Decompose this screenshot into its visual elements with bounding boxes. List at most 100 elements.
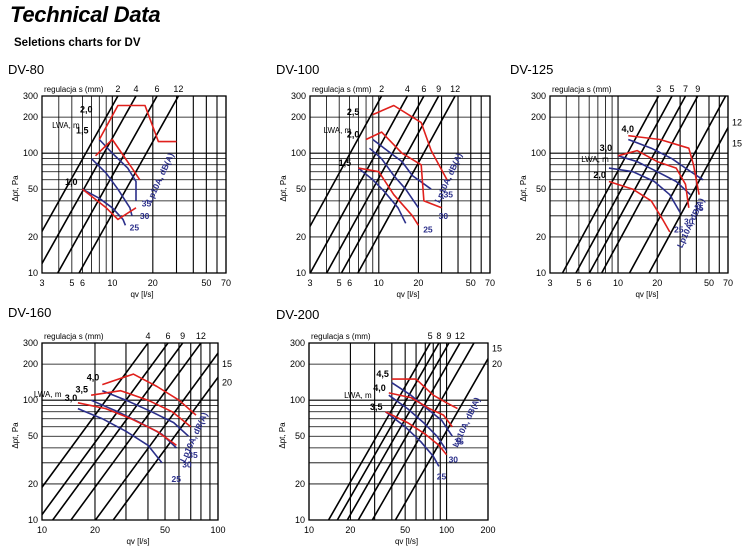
lp-value-label: 35 xyxy=(694,203,704,213)
x-tick-label: 70 xyxy=(723,278,733,288)
x-tick-label: 50 xyxy=(160,525,170,535)
x-tick-label: 20 xyxy=(413,278,423,288)
lp-curve xyxy=(385,411,440,467)
setting-line xyxy=(371,343,475,520)
lwa-label: LWA, m xyxy=(581,155,609,164)
x-tick-label: 3 xyxy=(307,278,312,288)
lp-value-label: 25 xyxy=(437,472,447,482)
setting-value-label: 12 xyxy=(196,331,206,341)
y-tick-label: 50 xyxy=(28,184,38,194)
lp-value-label: 30 xyxy=(449,454,459,464)
lwa-value-label: 3,0 xyxy=(600,143,613,153)
setting-value-label: 12 xyxy=(173,84,183,94)
lp-value-label: 25 xyxy=(423,225,433,235)
plot-frame xyxy=(309,95,491,274)
x-axis-label: qv [l/s] xyxy=(396,290,419,299)
y-tick-label: 10 xyxy=(28,268,38,278)
x-tick-label: 3 xyxy=(39,278,44,288)
setting-value-label: 15 xyxy=(222,359,232,369)
lwa-curve xyxy=(98,104,177,143)
plot-frame xyxy=(549,95,729,274)
y-tick-label: 20 xyxy=(536,232,546,242)
setting-label: regulacja s (mm) xyxy=(311,332,371,341)
lp-curve xyxy=(628,138,704,181)
setting-line xyxy=(325,96,425,273)
lwa-curve xyxy=(82,188,137,221)
y-tick-label: 100 xyxy=(23,148,38,158)
lwa-value-label: 1,5 xyxy=(339,158,352,168)
y-tick-label: 100 xyxy=(23,395,38,405)
y-tick-label: 300 xyxy=(23,91,38,101)
lp-value-label: 35 xyxy=(188,450,198,460)
lp-curve xyxy=(102,389,190,437)
lp-axis-label: Lp10A, dB(A) xyxy=(144,151,176,204)
setting-lines xyxy=(310,96,457,273)
lwa-value-label: 4,0 xyxy=(373,383,386,393)
chart-title-dv125: DV-125 xyxy=(510,62,554,77)
setting-value-label: 7 xyxy=(683,84,688,94)
lwa-curve xyxy=(90,389,192,428)
setting-value-label: 4 xyxy=(405,84,410,94)
lp-curve xyxy=(617,155,691,196)
setting-value-label: 5 xyxy=(670,84,675,94)
lwa-value-label: 2,0 xyxy=(347,130,360,140)
lwa-curve xyxy=(77,402,177,446)
setting-line xyxy=(310,96,409,273)
lwa-label: LWA, m xyxy=(344,391,372,400)
x-axis-label: qv [l/s] xyxy=(126,537,149,546)
plot-frame xyxy=(41,95,227,274)
y-tick-label: 20 xyxy=(28,479,38,489)
lwa-curve xyxy=(358,167,420,226)
page-title: Technical Data xyxy=(10,2,161,27)
setting-value-label: 20 xyxy=(492,359,502,369)
x-tick-label: 50 xyxy=(466,278,476,288)
x-tick-label: 70 xyxy=(485,278,495,288)
x-tick-label: 100 xyxy=(210,525,225,535)
lp-curve xyxy=(388,394,448,451)
setting-line xyxy=(94,351,218,520)
lp-axis-label: Lp10A, dB(A) xyxy=(675,196,707,249)
lp-value-label: 25 xyxy=(130,222,140,232)
y-tick-label: 300 xyxy=(291,91,306,101)
lp-value-label: 30 xyxy=(140,211,150,221)
y-axis-label: Δpt, Pa xyxy=(11,422,20,449)
y-tick-label: 50 xyxy=(28,431,38,441)
setting-line xyxy=(310,96,383,229)
chart-title-dv200: DV-200 xyxy=(276,307,320,322)
lp-value-label: 30 xyxy=(439,211,449,221)
lp-curve xyxy=(608,167,681,213)
setting-value-label: 4 xyxy=(134,84,139,94)
lp-curve xyxy=(368,147,420,209)
y-tick-label: 50 xyxy=(295,431,305,441)
lwa-value-label: 1,0 xyxy=(65,177,78,187)
setting-label: regulacja s (mm) xyxy=(44,85,104,94)
setting-label: regulacja s (mm) xyxy=(44,332,104,341)
y-tick-label: 50 xyxy=(296,184,306,194)
lp-axis-label: Lp10A, dB(A) xyxy=(450,396,482,449)
x-tick-label: 70 xyxy=(221,278,231,288)
setting-value-label: 15 xyxy=(492,343,502,353)
setting-lines xyxy=(42,343,218,520)
y-tick-label: 50 xyxy=(536,184,546,194)
lwa-curve xyxy=(94,138,141,181)
setting-value-label: 3 xyxy=(656,84,661,94)
y-tick-label: 200 xyxy=(23,112,38,122)
y-tick-label: 200 xyxy=(23,359,38,369)
setting-line xyxy=(42,343,149,489)
setting-line xyxy=(42,343,170,516)
lwa-curve xyxy=(617,149,690,208)
setting-label: regulacja s (mm) xyxy=(312,85,372,94)
lwa-label: LWA, m xyxy=(52,121,80,130)
lwa-value-label: 2,0 xyxy=(80,105,93,115)
lwa-curve xyxy=(372,104,448,181)
y-tick-label: 200 xyxy=(531,112,546,122)
setting-value-label: 9 xyxy=(695,84,700,94)
lp-curve xyxy=(357,167,407,224)
y-tick-label: 100 xyxy=(290,395,305,405)
lwa-curve xyxy=(388,392,453,428)
setting-line xyxy=(69,343,202,520)
setting-line xyxy=(394,357,488,520)
x-tick-label: 6 xyxy=(347,278,352,288)
x-tick-label: 6 xyxy=(587,278,592,288)
y-tick-label: 20 xyxy=(295,479,305,489)
